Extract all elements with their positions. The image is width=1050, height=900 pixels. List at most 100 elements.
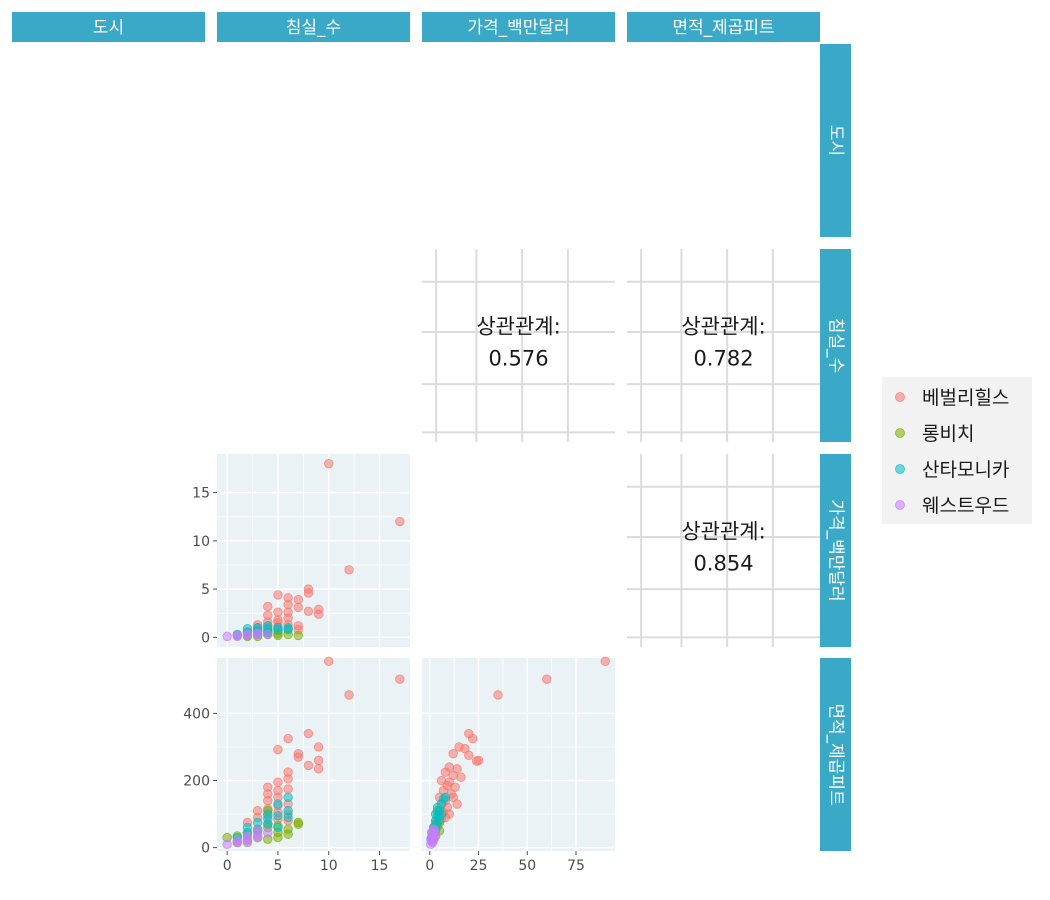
data-point (293, 752, 303, 762)
data-point (395, 674, 405, 684)
data-point (428, 824, 439, 834)
correlation-panel: 상관관계: 0.782 (627, 249, 820, 442)
data-point (273, 607, 283, 617)
data-point (452, 799, 462, 809)
data-point (344, 690, 354, 700)
legend-key (895, 500, 905, 510)
x-tick-label: 5 (273, 858, 282, 874)
legend-key (895, 464, 905, 474)
data-point (252, 832, 263, 843)
data-point (283, 784, 293, 794)
x-tick-label: 75 (567, 858, 585, 874)
y-tick-label: 15 (192, 486, 210, 502)
data-point (283, 599, 293, 610)
data-point (293, 595, 303, 605)
data-point (242, 630, 253, 641)
data-point (426, 834, 436, 844)
data-point (440, 792, 451, 802)
column-strip (627, 12, 820, 42)
data-point (273, 799, 283, 809)
scatter-panel: 0 200 400 0 5 10 15 (183, 656, 410, 874)
y-tick-label: 5 (201, 582, 210, 598)
correlation-label: 상관관계: (681, 520, 765, 544)
data-point (252, 817, 263, 828)
y-tick-label: 10 (192, 534, 210, 550)
y-tick-label: 0 (201, 841, 210, 857)
column-strip-label: 침실_수 (286, 18, 341, 38)
data-point (430, 809, 441, 819)
data-point (273, 822, 283, 833)
scatter-panel: 0 5 10 15 (192, 454, 410, 647)
data-point (440, 767, 451, 777)
data-point (493, 690, 503, 700)
data-point (303, 760, 314, 771)
data-point (283, 623, 293, 633)
scatter-panel: 0 25 50 75 (422, 656, 615, 874)
correlation-panel: 상관관계: 0.576 (422, 249, 615, 442)
data-point (303, 588, 314, 598)
row-strip (820, 454, 851, 647)
data-point (263, 809, 273, 819)
row-strip (820, 249, 851, 442)
data-point (263, 795, 273, 806)
data-point (263, 629, 273, 640)
correlation-label: 상관관계: (681, 315, 765, 339)
data-point (313, 609, 324, 619)
correlation-panel: 상관관계: 0.854 (627, 454, 820, 647)
panel-background (217, 454, 410, 647)
data-point (273, 590, 283, 600)
data-point (456, 772, 466, 782)
y-tick-label: 0 (201, 630, 210, 646)
data-point (273, 832, 283, 843)
data-point (242, 837, 253, 848)
legend-label: 산타모니카 (922, 459, 1009, 481)
data-point (263, 819, 273, 829)
data-point (222, 631, 232, 642)
column-strip-label: 가격_백만달러 (467, 18, 569, 38)
column-strip-label: 면적_제곱피트 (672, 18, 774, 38)
x-tick-label: 15 (371, 858, 389, 874)
data-point (263, 601, 273, 612)
column-strip (12, 12, 205, 42)
legend-key (895, 428, 905, 438)
data-point (293, 602, 303, 613)
row-strip-label: 가격_백만달러 (826, 499, 846, 601)
legend-background (882, 377, 1032, 524)
data-point (471, 756, 482, 766)
data-point (600, 656, 610, 667)
correlation-value: 0.576 (488, 347, 548, 371)
data-point (252, 628, 263, 639)
legend-label: 웨스트우드 (922, 495, 1009, 517)
data-point (324, 656, 334, 667)
x-tick-label: 10 (320, 858, 338, 874)
x-tick-label: 0 (223, 858, 232, 874)
data-point (273, 811, 283, 821)
data-point (344, 565, 354, 575)
x-tick-label: 50 (518, 858, 536, 874)
data-point (448, 748, 458, 759)
data-point (313, 742, 324, 752)
row-strip-label: 침실_수 (826, 318, 846, 373)
x-tick-label: 0 (425, 858, 434, 874)
data-point (395, 516, 405, 527)
data-point (313, 764, 324, 774)
y-tick-label: 400 (183, 706, 210, 722)
column-strip (422, 12, 615, 42)
data-point (283, 829, 293, 839)
data-point (464, 750, 474, 761)
legend-label: 롱비치 (922, 423, 974, 445)
facet-panels: 상관관계: 0.576 상관관계: 0.782 상관관계: 0.854 0 5 10 15 0 200… (183, 249, 820, 874)
correlation-label: 상관관계: (476, 315, 560, 339)
row-strip-label: 도시 (826, 125, 846, 156)
data-point (283, 774, 293, 784)
row-strip (820, 44, 851, 237)
data-point (232, 631, 243, 642)
column-strip (217, 12, 410, 42)
correlation-value: 0.854 (693, 552, 753, 576)
legend-label: 베벌리힐스 (922, 387, 1009, 409)
data-point (273, 777, 283, 787)
legend-key (895, 392, 905, 402)
data-point (324, 458, 334, 469)
